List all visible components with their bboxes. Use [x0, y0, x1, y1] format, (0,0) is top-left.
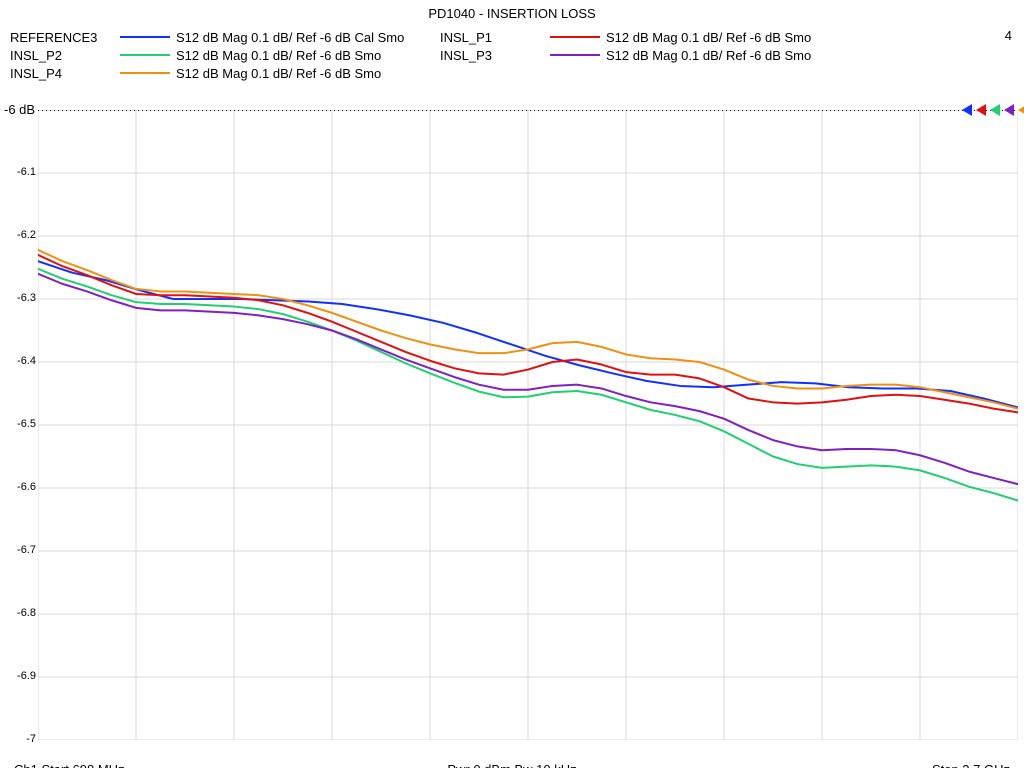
trace-marker-icon: [1018, 104, 1024, 116]
y-tick-label: -6.6: [6, 481, 36, 493]
y-tick-label: -6.3: [6, 292, 36, 304]
y-tick-label: -6.2: [6, 229, 36, 241]
y-tick-label: -7: [6, 733, 36, 745]
trace-marker-icon: [990, 104, 1000, 116]
y-tick-label: -6.5: [6, 418, 36, 430]
trace-marker-icon: [962, 104, 972, 116]
y-tick-label: -6.9: [6, 670, 36, 682]
y-tick-label: -6.4: [6, 355, 36, 367]
footer-stop: Stop 2.7 GHz: [932, 762, 1010, 768]
y-tick-label: -6.7: [6, 544, 36, 556]
y-tick-label: -6.8: [6, 607, 36, 619]
footer-mid: Pwr 0 dBm Bw 10 kHz: [0, 762, 1024, 768]
trace-markers: [0, 0, 1024, 768]
trace-marker-icon: [1004, 104, 1014, 116]
trace-marker-icon: [976, 104, 986, 116]
y-tick-label: -6.1: [6, 166, 36, 178]
